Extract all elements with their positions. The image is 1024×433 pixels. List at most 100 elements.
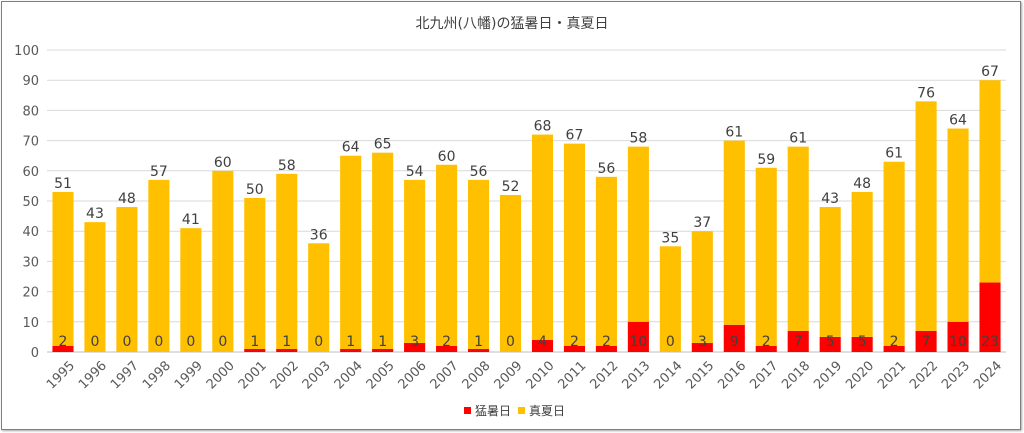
bar-summer <box>212 170 234 352</box>
bar-summer <box>436 164 458 346</box>
bar-summer <box>468 179 490 349</box>
data-label-summer: 60 <box>438 149 456 165</box>
data-label-heatwave: 0 <box>218 334 227 350</box>
x-tick-label: 1995 <box>44 358 78 392</box>
data-label-heatwave: 10 <box>949 334 967 350</box>
data-label-summer: 56 <box>470 164 488 180</box>
x-tick-label: 2005 <box>364 358 398 392</box>
chart-title: 北九州(八幡)の猛暑日・真夏日 <box>416 16 609 32</box>
x-tick-label: 2002 <box>268 358 302 392</box>
legend-swatch-summer <box>518 407 525 414</box>
x-tick-label: 2007 <box>428 358 462 392</box>
data-label-heatwave: 3 <box>698 334 707 350</box>
data-label-summer: 36 <box>310 227 328 243</box>
x-tick-label: 2006 <box>396 358 430 392</box>
x-tick-label: 2003 <box>300 358 334 392</box>
bar-heatwave <box>563 345 585 352</box>
data-label-summer: 61 <box>885 146 903 162</box>
x-tick-label: 2021 <box>875 358 909 392</box>
gridlines <box>47 49 1006 353</box>
x-tick-label: 2011 <box>555 358 589 392</box>
data-label-summer: 64 <box>949 113 967 129</box>
x-tick-label: 2024 <box>971 358 1005 392</box>
bar-summer <box>979 80 1001 283</box>
data-label-heatwave: 0 <box>186 334 195 350</box>
x-tick-label: 2012 <box>587 358 621 392</box>
legend-swatch-heatwave <box>464 407 471 414</box>
bar-heatwave <box>52 345 74 352</box>
bar-summer <box>595 176 617 346</box>
data-label-heatwave: 0 <box>314 334 323 350</box>
bar-heatwave <box>755 345 777 352</box>
x-tick-label: 2004 <box>332 358 366 392</box>
data-label-heatwave: 1 <box>378 334 387 350</box>
data-label-summer: 48 <box>118 191 136 207</box>
bar-summer <box>308 243 330 352</box>
data-label-summer: 60 <box>214 155 232 171</box>
x-tick-label: 2010 <box>524 358 558 392</box>
bar-summer <box>947 128 969 322</box>
x-tick-label: 2023 <box>939 358 973 392</box>
y-tick-label: 80 <box>22 104 39 119</box>
data-label-summer: 64 <box>342 140 360 156</box>
data-label-summer: 68 <box>534 119 552 135</box>
bar-heatwave <box>595 345 617 352</box>
bar-heatwave <box>819 336 841 352</box>
data-label-heatwave: 4 <box>538 334 547 350</box>
data-label-summer: 43 <box>821 191 839 207</box>
bar-summer <box>499 194 522 352</box>
data-label-summer: 56 <box>598 161 616 177</box>
data-label-heatwave: 9 <box>730 334 739 350</box>
bar-summer <box>851 191 873 337</box>
bar-heatwave <box>372 348 394 352</box>
bars <box>52 80 1001 352</box>
bar-heatwave <box>531 339 554 352</box>
y-tick-label: 90 <box>22 74 39 89</box>
bar-summer <box>691 231 713 343</box>
data-label-heatwave: 5 <box>826 334 835 350</box>
bar-heatwave <box>851 336 873 352</box>
bar-summer <box>84 222 106 352</box>
x-tick-label: 2014 <box>651 358 685 392</box>
x-tick-label: 2015 <box>683 358 717 392</box>
x-tick-label: 2000 <box>204 358 238 392</box>
bar-summer <box>659 246 681 352</box>
data-label-heatwave: 7 <box>794 334 803 350</box>
x-tick-label: 2009 <box>492 358 526 392</box>
y-tick-label: 60 <box>22 165 39 180</box>
data-label-heatwave: 2 <box>570 334 579 350</box>
data-label-summer: 41 <box>182 212 200 228</box>
data-label-heatwave: 10 <box>629 334 647 350</box>
bar-summer <box>372 152 394 349</box>
bar-summer <box>563 143 585 346</box>
bar-heatwave <box>723 324 745 352</box>
x-tick-label: 2013 <box>619 358 653 392</box>
data-label-summer: 65 <box>374 137 392 153</box>
bar-summer <box>276 173 298 349</box>
bar-heatwave <box>787 330 809 352</box>
x-tick-label: 2018 <box>779 358 813 392</box>
bar-heatwave <box>979 282 1001 352</box>
x-tick-label: 1996 <box>76 358 110 392</box>
data-label-summer: 48 <box>853 176 871 192</box>
data-label-summer: 52 <box>502 179 520 195</box>
bar-heatwave <box>627 321 649 352</box>
data-label-summer: 54 <box>406 164 424 180</box>
x-tick-label: 2001 <box>236 358 270 392</box>
y-tick-label: 70 <box>22 135 39 150</box>
data-label-summer: 58 <box>278 158 296 174</box>
data-label-heatwave: 1 <box>250 334 259 350</box>
bar-summer <box>627 146 649 322</box>
data-label-heatwave: 2 <box>59 334 68 350</box>
bar-heatwave <box>436 345 458 352</box>
data-label-summer: 58 <box>629 131 647 147</box>
data-label-heatwave: 2 <box>890 334 899 350</box>
x-tick-label: 1998 <box>140 358 174 392</box>
data-label-heatwave: 3 <box>410 334 419 350</box>
data-label-summer: 67 <box>566 128 584 144</box>
data-label-heatwave: 5 <box>858 334 867 350</box>
bar-summer <box>723 140 745 325</box>
x-tick-label: 1999 <box>172 358 206 392</box>
data-label-heatwave: 0 <box>666 334 675 350</box>
